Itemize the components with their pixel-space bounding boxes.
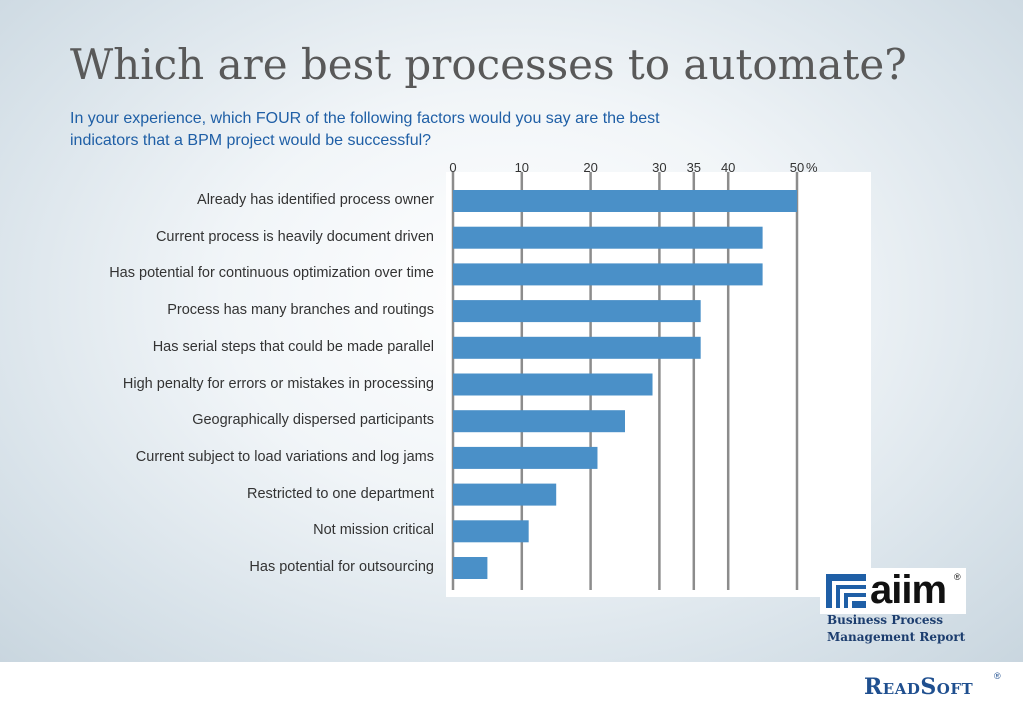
bar-chart-plot xyxy=(446,172,871,597)
report-caption: Business Process Management Report xyxy=(827,612,1007,646)
bar-1 xyxy=(453,190,797,212)
readsoft-logo: ReadSoft xyxy=(864,674,973,700)
slide-subtitle: In your experience, which FOUR of the fo… xyxy=(70,108,710,152)
report-caption-line1: Business Process xyxy=(827,612,1007,629)
bar-8 xyxy=(453,447,597,469)
slide-title: Which are best processes to automate? xyxy=(70,40,907,89)
category-label-10: Not mission critical xyxy=(14,521,434,539)
category-label-2: Current process is heavily document driv… xyxy=(14,228,434,246)
bar-10 xyxy=(453,520,529,542)
bar-chart xyxy=(446,172,871,597)
bar-11 xyxy=(453,557,487,579)
bar-7 xyxy=(453,410,625,432)
aiim-logo-text: aiim xyxy=(870,570,946,610)
aiim-mark-icon xyxy=(826,574,866,608)
bar-9 xyxy=(453,484,556,506)
bar-4 xyxy=(453,300,701,322)
category-label-4: Process has many branches and routings xyxy=(14,301,434,319)
category-label-5: Has serial steps that could be made para… xyxy=(14,338,434,356)
aiim-logo: aiim ® xyxy=(820,568,966,614)
bar-5 xyxy=(453,337,701,359)
report-caption-line2: Management Report xyxy=(827,629,1007,646)
bar-6 xyxy=(453,374,653,396)
category-label-7: Geographically dispersed participants xyxy=(14,411,434,429)
bar-2 xyxy=(453,227,763,249)
aiim-registered-mark: ® xyxy=(954,572,961,582)
bar-3 xyxy=(453,263,763,285)
category-label-9: Restricted to one department xyxy=(14,485,434,503)
category-label-1: Already has identified process owner xyxy=(14,191,434,209)
category-label-6: High penalty for errors or mistakes in p… xyxy=(14,375,434,393)
category-label-8: Current subject to load variations and l… xyxy=(14,448,434,466)
readsoft-registered-mark: ® xyxy=(994,671,1001,681)
category-label-11: Has potential for outsourcing xyxy=(14,558,434,576)
category-label-3: Has potential for continuous optimizatio… xyxy=(14,264,434,282)
